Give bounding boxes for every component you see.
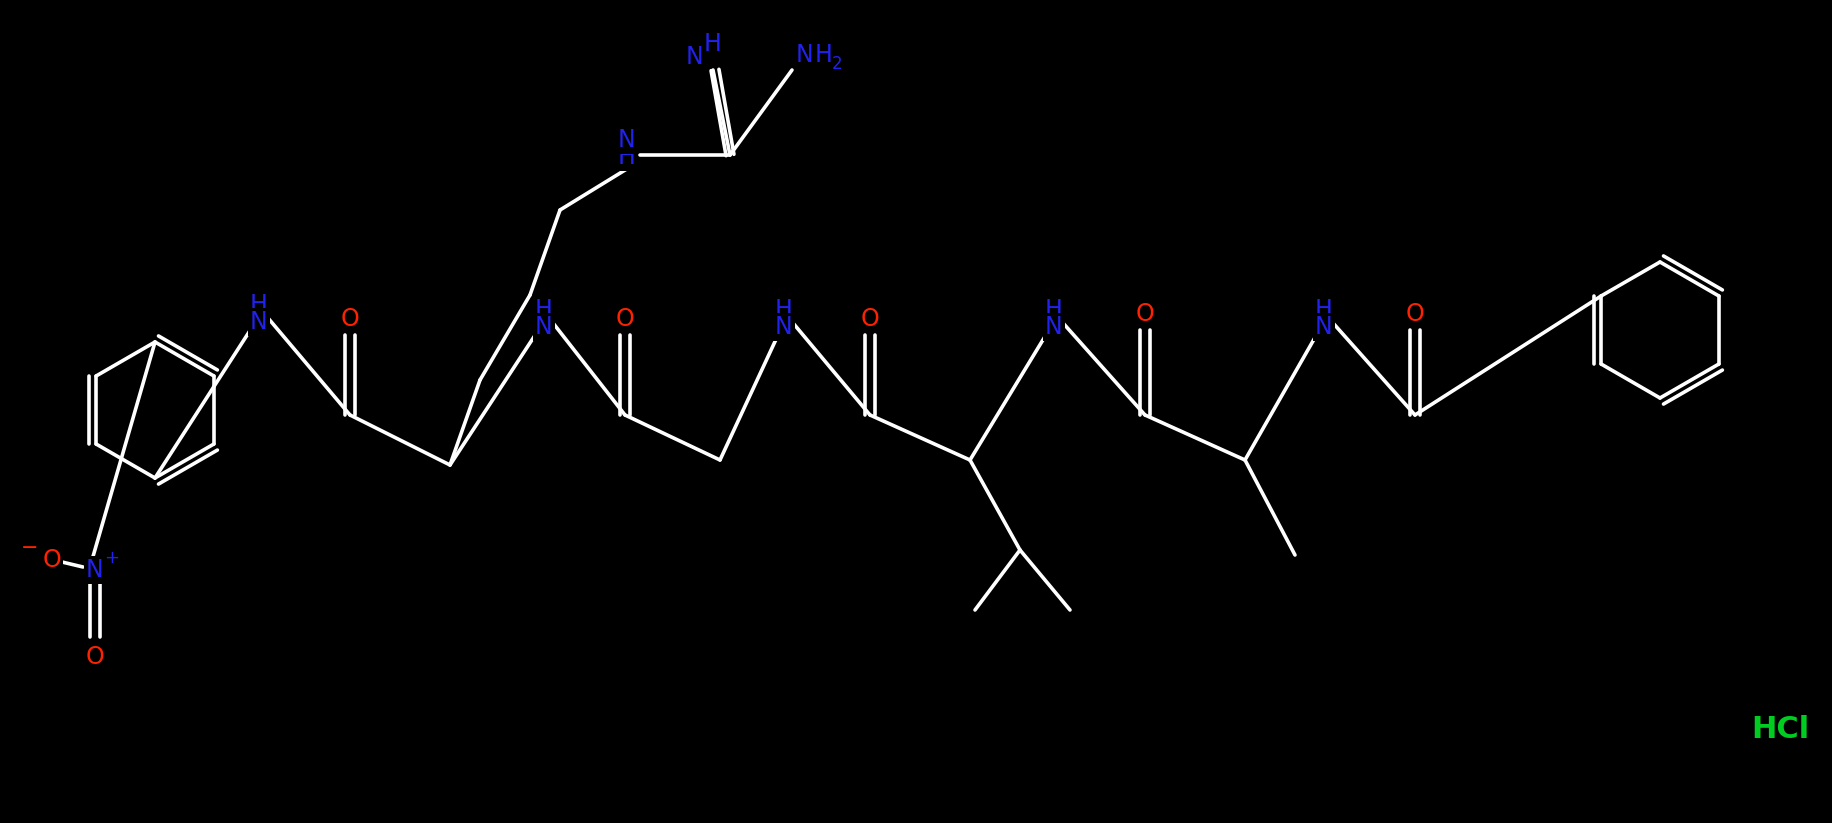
Text: H: H	[703, 32, 722, 56]
Text: H: H	[535, 298, 553, 322]
Text: N: N	[685, 45, 703, 69]
Text: N: N	[617, 128, 636, 152]
Text: O: O	[86, 645, 104, 669]
Text: +: +	[104, 549, 119, 567]
Text: H: H	[775, 298, 793, 322]
Text: H: H	[617, 145, 636, 169]
Text: O: O	[1136, 302, 1154, 326]
Text: HCl: HCl	[1750, 715, 1808, 745]
Text: O: O	[861, 307, 879, 331]
Text: N: N	[249, 310, 267, 334]
Text: 2: 2	[832, 55, 843, 73]
Text: O: O	[1405, 302, 1423, 326]
Text: H: H	[249, 293, 267, 317]
Text: O: O	[42, 548, 60, 572]
Text: H: H	[1044, 298, 1063, 322]
Text: H: H	[815, 43, 832, 67]
Text: N: N	[795, 43, 813, 67]
Text: N: N	[86, 558, 104, 582]
Text: N: N	[1044, 315, 1063, 339]
Text: N: N	[775, 315, 793, 339]
Text: N: N	[535, 315, 553, 339]
Text: H: H	[1314, 298, 1332, 322]
Text: −: −	[22, 538, 38, 558]
Text: N: N	[1314, 315, 1332, 339]
Text: O: O	[616, 307, 634, 331]
Text: O: O	[341, 307, 359, 331]
